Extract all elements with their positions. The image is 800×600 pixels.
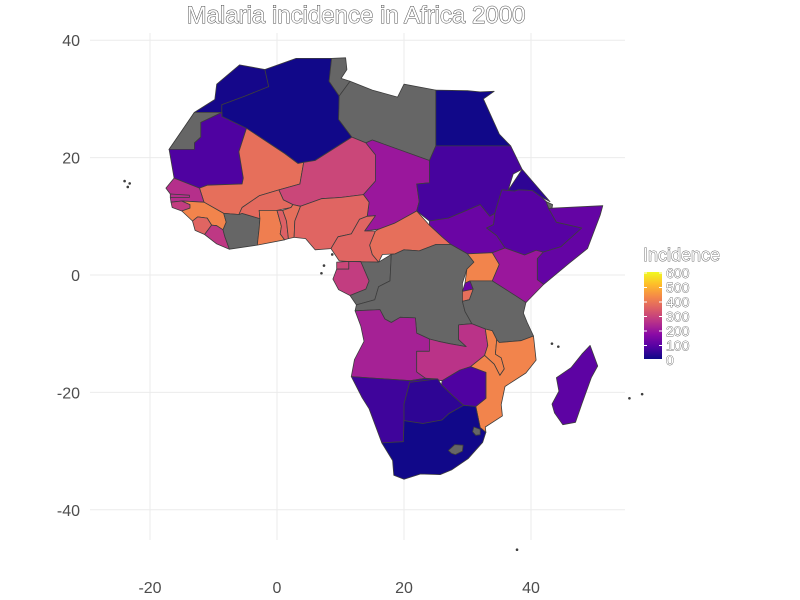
legend-label: 500 <box>666 280 690 296</box>
legend-label: 100 <box>666 338 690 354</box>
map-title: Malaria incidence in Africa 2000 <box>186 2 526 30</box>
island-dot <box>640 392 644 396</box>
island-dot <box>320 271 323 275</box>
y-tick-label: 40 <box>62 33 80 50</box>
island-dot <box>557 345 560 348</box>
y-tick-label: -20 <box>57 385 80 402</box>
x-tick-label: 20 <box>395 580 413 597</box>
island-dot <box>322 264 326 267</box>
x-tick-label: 0 <box>273 580 282 597</box>
legend-label: 0 <box>666 352 674 368</box>
island-dot <box>515 548 519 552</box>
island-dot <box>550 342 554 345</box>
y-tick-label: -40 <box>57 503 80 520</box>
axis-layer: -20 0 20 40 40 20 0 -20 -40 <box>57 33 540 597</box>
island-dot <box>330 253 334 256</box>
country-eswatini: Eswatini <box>472 426 481 436</box>
legend-label: 600 <box>666 265 690 281</box>
x-tick-label: 40 <box>522 580 540 597</box>
legend-label: 200 <box>666 323 690 339</box>
country-tunisia: Tunisia <box>328 57 351 97</box>
country-south-sudan: South Sudan <box>429 204 506 255</box>
country-lesotho: Lesotho <box>448 444 464 455</box>
legend-colorbar <box>644 272 662 359</box>
country-gambia: Gambia <box>169 193 190 198</box>
island-dot <box>126 185 130 189</box>
x-tick-label: -20 <box>138 580 161 597</box>
country-south-africa: South Africa <box>381 404 487 480</box>
y-tick-label: 0 <box>71 268 80 285</box>
island-dot <box>123 179 126 183</box>
country-layer: MoroccoAlgeriaWestern SaharaTunisiaLibya… <box>123 57 644 552</box>
island-dot <box>128 182 131 185</box>
country-cote-d-ivoire: Cote d'Ivoire <box>222 213 261 250</box>
y-tick-label: 20 <box>62 151 80 168</box>
country-burkina-faso: Burkina Faso <box>238 189 294 219</box>
country-madagascar: Madagascar <box>551 345 599 426</box>
legend-label: 300 <box>666 309 690 325</box>
island-dot <box>628 396 631 400</box>
country-equatorial-guinea: Equatorial Guinea <box>336 261 350 270</box>
legend-title: Incidence <box>643 245 720 265</box>
country-mauritania: Mauritania <box>168 112 247 189</box>
country-egypt: Egypt <box>435 89 512 147</box>
country-senegal: Senegal <box>165 177 205 203</box>
legend-label: 400 <box>666 294 690 310</box>
